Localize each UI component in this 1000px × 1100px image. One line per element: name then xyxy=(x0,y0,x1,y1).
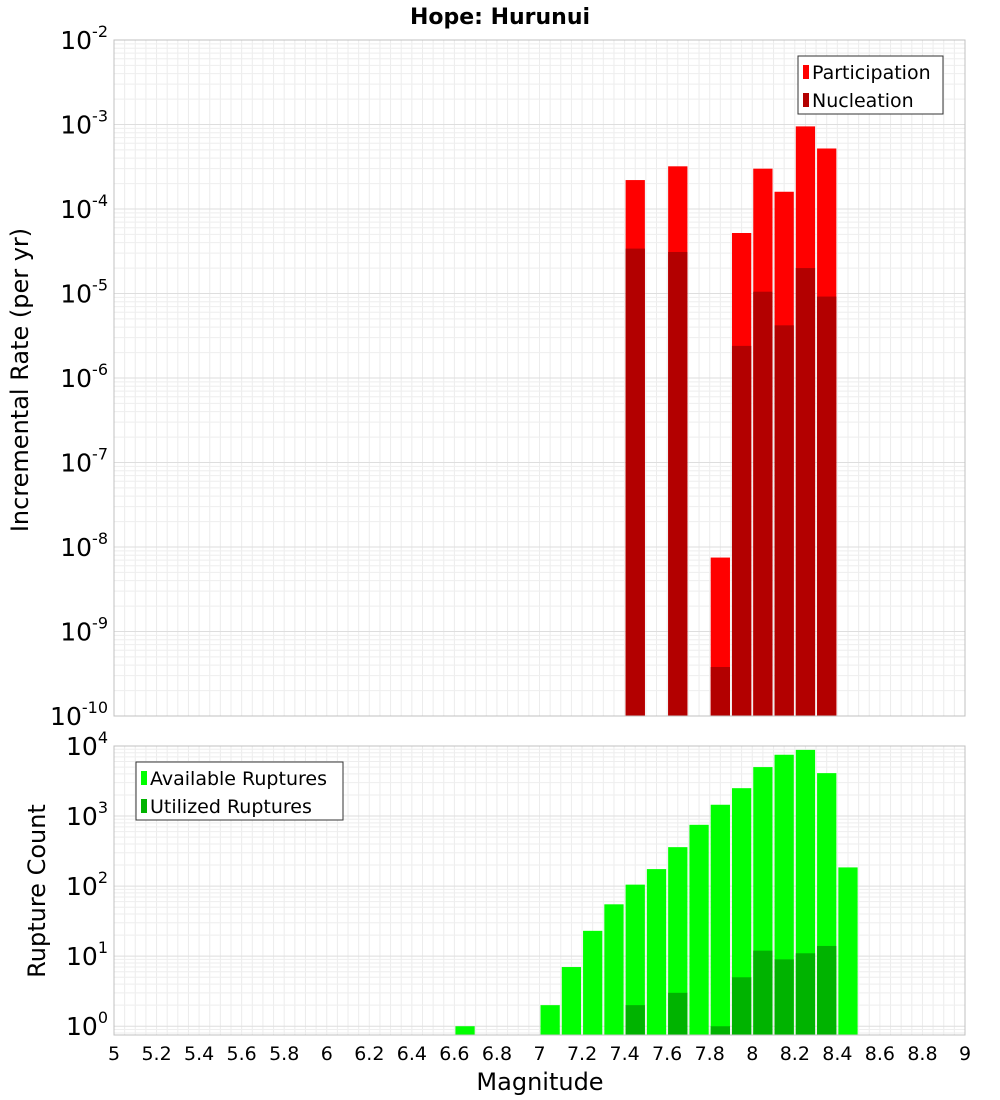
y-tick-label: 102 xyxy=(66,868,108,901)
legend-box xyxy=(135,761,344,821)
bar-utilized-ruptures xyxy=(625,1005,645,1035)
y-tick-label: 100 xyxy=(66,1008,108,1041)
bar-nucleation xyxy=(710,667,730,716)
x-tick-label: 8.8 xyxy=(907,1043,937,1065)
x-tick-label: 5 xyxy=(108,1043,120,1065)
bar-nucleation xyxy=(731,345,752,716)
x-tick-label: 7.8 xyxy=(695,1043,725,1065)
bar-available-ruptures xyxy=(689,824,709,1035)
bar-available-ruptures xyxy=(540,1005,560,1035)
bar-available-ruptures xyxy=(625,884,645,1035)
x-tick-labels: 5 5.2 5.4 5.6 5.8 6 6.2 6.4 6.6 6.8 7 7.2 7.4 7.6 7.8 8… xyxy=(108,1043,971,1065)
x-tick-label: 6.8 xyxy=(482,1043,512,1065)
bars xyxy=(455,749,858,1035)
x-tick-label: 6.6 xyxy=(439,1043,469,1065)
legend-swatch xyxy=(141,771,147,785)
bar-utilized-ruptures xyxy=(668,992,688,1035)
y-tick-label: 10-6 xyxy=(60,360,108,393)
rupture-count-chart: 100 101 102 103 104 5 5.2 5.4 5.6 5.8 6 6.2 6.4 6.6 6.… xyxy=(66,728,971,1065)
y-tick-label: 10-9 xyxy=(60,614,108,647)
bar-available-ruptures xyxy=(710,804,730,1035)
x-tick-label: 7.2 xyxy=(567,1043,597,1065)
x-tick-label: 5.8 xyxy=(269,1043,299,1065)
x-tick-label: 9 xyxy=(959,1043,971,1065)
bar-available-ruptures xyxy=(838,867,858,1035)
plot-frame xyxy=(113,39,966,717)
bar-available-ruptures xyxy=(731,788,752,1035)
y-tick-label: 10-3 xyxy=(60,107,108,140)
bar-utilized-ruptures xyxy=(774,959,794,1035)
legend-label: Utilized Ruptures xyxy=(150,796,312,818)
x-tick-label: 8 xyxy=(746,1043,758,1065)
legend-label: Nucleation xyxy=(812,90,914,112)
x-tick-label: 8.4 xyxy=(822,1043,852,1065)
legend-swatch xyxy=(803,93,809,107)
count-y-axis-label: Rupture Count xyxy=(23,804,51,978)
bar-nucleation xyxy=(774,325,794,716)
legend-label: Available Ruptures xyxy=(150,768,327,790)
y-tick-label: 101 xyxy=(66,938,108,971)
bar-utilized-ruptures xyxy=(817,945,837,1035)
grid-lines xyxy=(113,40,966,717)
legend-label: Participation xyxy=(812,62,931,84)
y-tick-label: 10-4 xyxy=(60,191,108,224)
bar-utilized-ruptures xyxy=(710,1026,730,1035)
legend-box xyxy=(797,55,944,115)
bar-nucleation xyxy=(753,291,773,716)
x-tick-label: 8.2 xyxy=(780,1043,810,1065)
bar-nucleation xyxy=(817,296,837,716)
chart-title: Hope: Hurunui xyxy=(410,5,590,30)
legend: Available Ruptures Utilized Ruptures xyxy=(135,761,344,821)
y-tick-label: 10-7 xyxy=(60,445,108,478)
plot-frame xyxy=(113,745,966,1036)
x-tick-label: 6 xyxy=(321,1043,333,1065)
rate-y-axis-label: Incremental Rate (per yr) xyxy=(6,228,34,532)
legend-swatch xyxy=(803,65,809,79)
bar-available-ruptures xyxy=(561,967,582,1035)
bar-available-ruptures xyxy=(668,847,688,1035)
y-tick-label: 10-10 xyxy=(50,698,108,731)
y-tick-label: 103 xyxy=(66,798,108,831)
legend-swatch xyxy=(141,799,147,813)
x-tick-label: 7.4 xyxy=(609,1043,639,1065)
bar-nucleation xyxy=(668,251,688,717)
bar-available-ruptures xyxy=(646,869,667,1035)
rate-chart: 10-10 10-9 10-8 10-7 10-6 10-5 10-4 10-3 10-2 Par… xyxy=(50,22,966,731)
x-tick-label: 5.6 xyxy=(227,1043,257,1065)
x-tick-label: 7.6 xyxy=(652,1043,682,1065)
bar-utilized-ruptures xyxy=(795,953,816,1035)
y-tick-label: 10-5 xyxy=(60,276,108,309)
bar-utilized-ruptures xyxy=(731,977,752,1035)
bar-available-ruptures xyxy=(604,904,624,1035)
x-tick-label: 6.2 xyxy=(354,1043,384,1065)
x-tick-label: 7 xyxy=(533,1043,545,1065)
x-tick-label: 5.4 xyxy=(184,1043,214,1065)
y-tick-labels: 100 101 102 103 104 xyxy=(66,728,108,1041)
bar-available-ruptures xyxy=(455,1026,475,1035)
bars xyxy=(625,126,837,717)
legend: Participation Nucleation xyxy=(797,55,944,115)
bar-available-ruptures xyxy=(583,930,603,1035)
y-tick-label: 10-8 xyxy=(60,529,108,562)
y-tick-labels: 10-10 10-9 10-8 10-7 10-6 10-5 10-4 10-3 10-2 xyxy=(50,22,108,731)
y-tick-label: 104 xyxy=(66,728,108,761)
bar-nucleation xyxy=(625,248,645,716)
x-tick-label: 5.2 xyxy=(141,1043,171,1065)
x-tick-label: 6.4 xyxy=(397,1043,427,1065)
bar-utilized-ruptures xyxy=(753,950,773,1035)
x-tick-label: 8.6 xyxy=(865,1043,895,1065)
bar-nucleation xyxy=(795,268,816,716)
x-axis-label: Magnitude xyxy=(476,1068,603,1096)
y-tick-label: 10-2 xyxy=(60,22,108,55)
